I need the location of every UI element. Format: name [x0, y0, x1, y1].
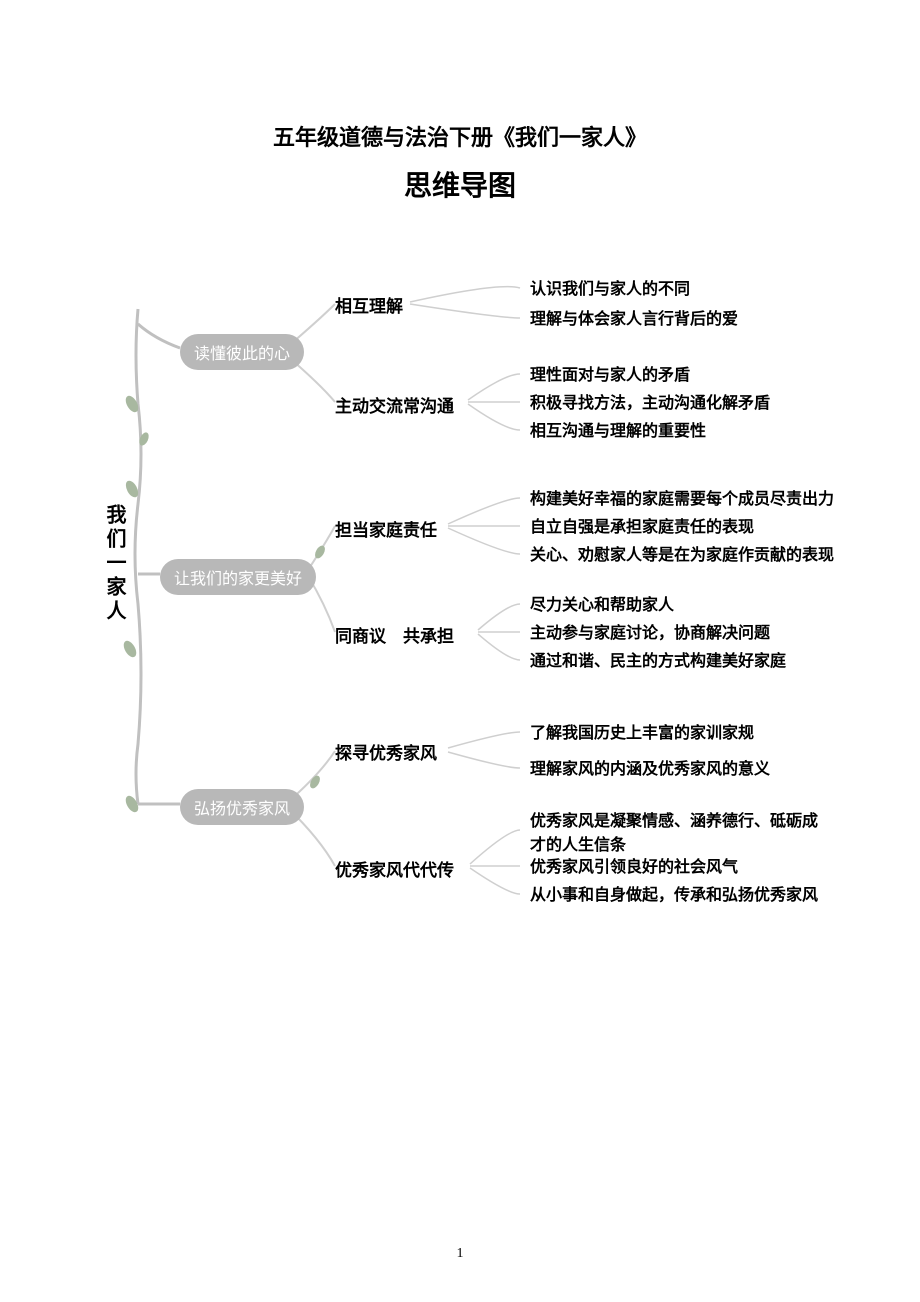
- l1-node-b: 让我们的家更美好: [160, 559, 316, 595]
- leaf-a2-3: 相互沟通与理解的重要性: [530, 420, 706, 444]
- title-block: 五年级道德与法治下册《我们一家人》 思维导图: [60, 120, 860, 204]
- l1-node-a: 读懂彼此的心: [180, 334, 304, 370]
- leaf-a2-1: 理性面对与家人的矛盾: [530, 364, 690, 388]
- leaf-c1-1: 了解我国历史上丰富的家训家规: [530, 722, 754, 746]
- leaf-b1-2: 自立自强是承担家庭责任的表现: [530, 516, 754, 540]
- leaf-b2-2: 主动参与家庭讨论，协商解决问题: [530, 622, 770, 646]
- leaf-b1-3: 关心、劝慰家人等是在为家庭作贡献的表现: [530, 544, 834, 568]
- leaf-b1-1: 构建美好幸福的家庭需要每个成员尽责出力: [530, 488, 834, 512]
- leaf-a1-2: 理解与体会家人言行背后的爱: [530, 308, 738, 332]
- leaf-a2-2: 积极寻找方法，主动沟通化解矛盾: [530, 392, 770, 416]
- l2-node-a2: 主动交流常沟通: [335, 392, 454, 417]
- leaf-b2-1: 尽力关心和帮助家人: [530, 594, 674, 618]
- leaf-c2-2: 优秀家风引领良好的社会风气: [530, 856, 738, 880]
- leaf-c1-2: 理解家风的内涵及优秀家风的意义: [530, 758, 770, 782]
- title-line-2: 思维导图: [60, 164, 860, 204]
- root-node: 我们一家人: [100, 504, 128, 624]
- leaf-b2-3: 通过和谐、民主的方式构建美好家庭: [530, 650, 786, 674]
- l2-node-c1: 探寻优秀家风: [335, 739, 437, 764]
- page: 五年级道德与法治下册《我们一家人》 思维导图: [0, 0, 920, 954]
- l2-node-c2: 优秀家风代代传: [335, 856, 454, 881]
- title-line-1: 五年级道德与法治下册《我们一家人》: [60, 120, 860, 152]
- page-number: 1: [457, 1246, 464, 1262]
- l2-node-b1: 担当家庭责任: [335, 516, 437, 541]
- l2-node-b2: 同商议 共承担: [335, 622, 454, 647]
- leaf-c2-1: 优秀家风是凝聚情感、涵养德行、砥砺成才的人生信条: [530, 810, 830, 858]
- mindmap: 我们一家人 读懂彼此的心 让我们的家更美好 弘扬优秀家风 相互理解 主动交流常沟…: [60, 274, 860, 914]
- leaf-c2-3: 从小事和自身做起，传承和弘扬优秀家风: [530, 884, 818, 908]
- l2-node-a1: 相互理解: [335, 292, 403, 317]
- leaf-a1-1: 认识我们与家人的不同: [530, 278, 690, 302]
- l1-node-c: 弘扬优秀家风: [180, 789, 304, 825]
